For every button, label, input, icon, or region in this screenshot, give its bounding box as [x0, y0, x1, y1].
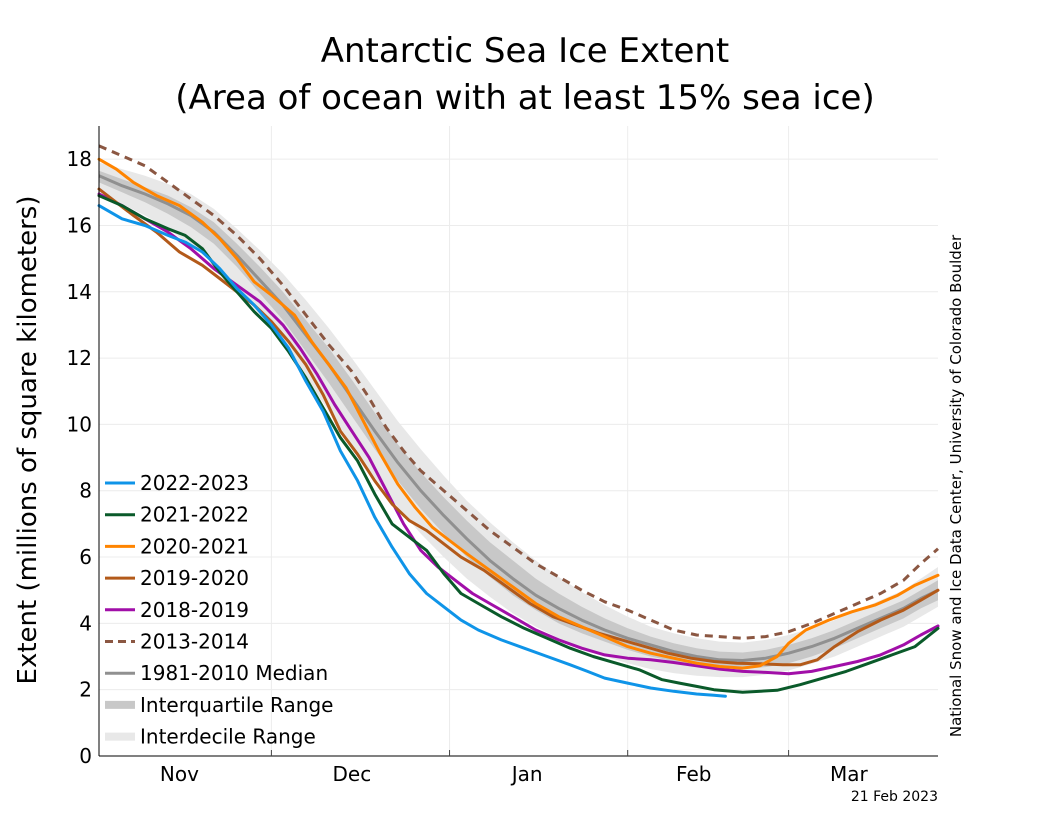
- legend-label: Interdecile Range: [140, 725, 316, 749]
- legend: 2022-2023 2021-2022 2020-2021 2019-2020 2018…: [105, 471, 333, 749]
- legend-label: 1981-2010 Median: [140, 661, 328, 685]
- y-tick-labels: 0 2 4 6 8 10 12 14 16 18: [67, 147, 92, 768]
- y-tick-label: 10: [67, 412, 92, 436]
- x-tick-label: Mar: [830, 762, 869, 786]
- date-label: 21 Feb 2023: [851, 789, 938, 805]
- chart-title-line-1: Antarctic Sea Ice Extent: [321, 31, 730, 71]
- x-tick-label: Nov: [160, 762, 199, 786]
- x-tick-label: Dec: [332, 762, 371, 786]
- credit-label: National Snow and Ice Data Center, Unive…: [947, 234, 965, 737]
- series-line-2018-2019: [97, 192, 940, 676]
- legend-label: 2013-2014: [140, 630, 249, 654]
- chart-title-line-2: (Area of ocean with at least 15% sea ice…: [175, 78, 874, 118]
- legend-label: 2021-2022: [140, 503, 249, 527]
- series-line-2021-2022: [97, 194, 940, 694]
- series-lines: [97, 144, 940, 698]
- legend-label: Interquartile Range: [140, 693, 333, 717]
- interquartile-band: [99, 170, 938, 670]
- x-tick-labels: Nov Dec Jan Feb Mar: [160, 762, 869, 786]
- series-line-2013-2014: [98, 144, 939, 640]
- y-tick-label: 8: [79, 479, 92, 503]
- legend-label: 2022-2023: [140, 471, 249, 495]
- y-tick-label: 18: [67, 147, 92, 171]
- axes: [98, 126, 938, 757]
- y-tick-label: 16: [67, 213, 92, 237]
- y-axis-label: Extent (millions of square kilometers): [13, 196, 43, 685]
- series-line-2022-2023: [97, 204, 727, 698]
- y-tick-label: 12: [67, 346, 92, 370]
- range-bands: [99, 162, 938, 678]
- y-tick-label: 0: [79, 744, 92, 768]
- y-tick-label: 14: [67, 280, 92, 304]
- legend-label: 2019-2020: [140, 566, 249, 590]
- series-line-2020-2021: [97, 157, 940, 670]
- y-tick-label: 4: [79, 611, 92, 635]
- y-tick-label: 2: [79, 678, 92, 702]
- x-tick-label: Jan: [510, 762, 543, 786]
- x-tick-label: Feb: [676, 762, 711, 786]
- legend-label: 2020-2021: [140, 534, 249, 558]
- legend-label: 2018-2019: [140, 598, 249, 622]
- y-tick-label: 6: [79, 545, 92, 569]
- chart-title: Antarctic Sea Ice Extent (Area of ocean …: [175, 31, 874, 118]
- median-line: [98, 174, 939, 662]
